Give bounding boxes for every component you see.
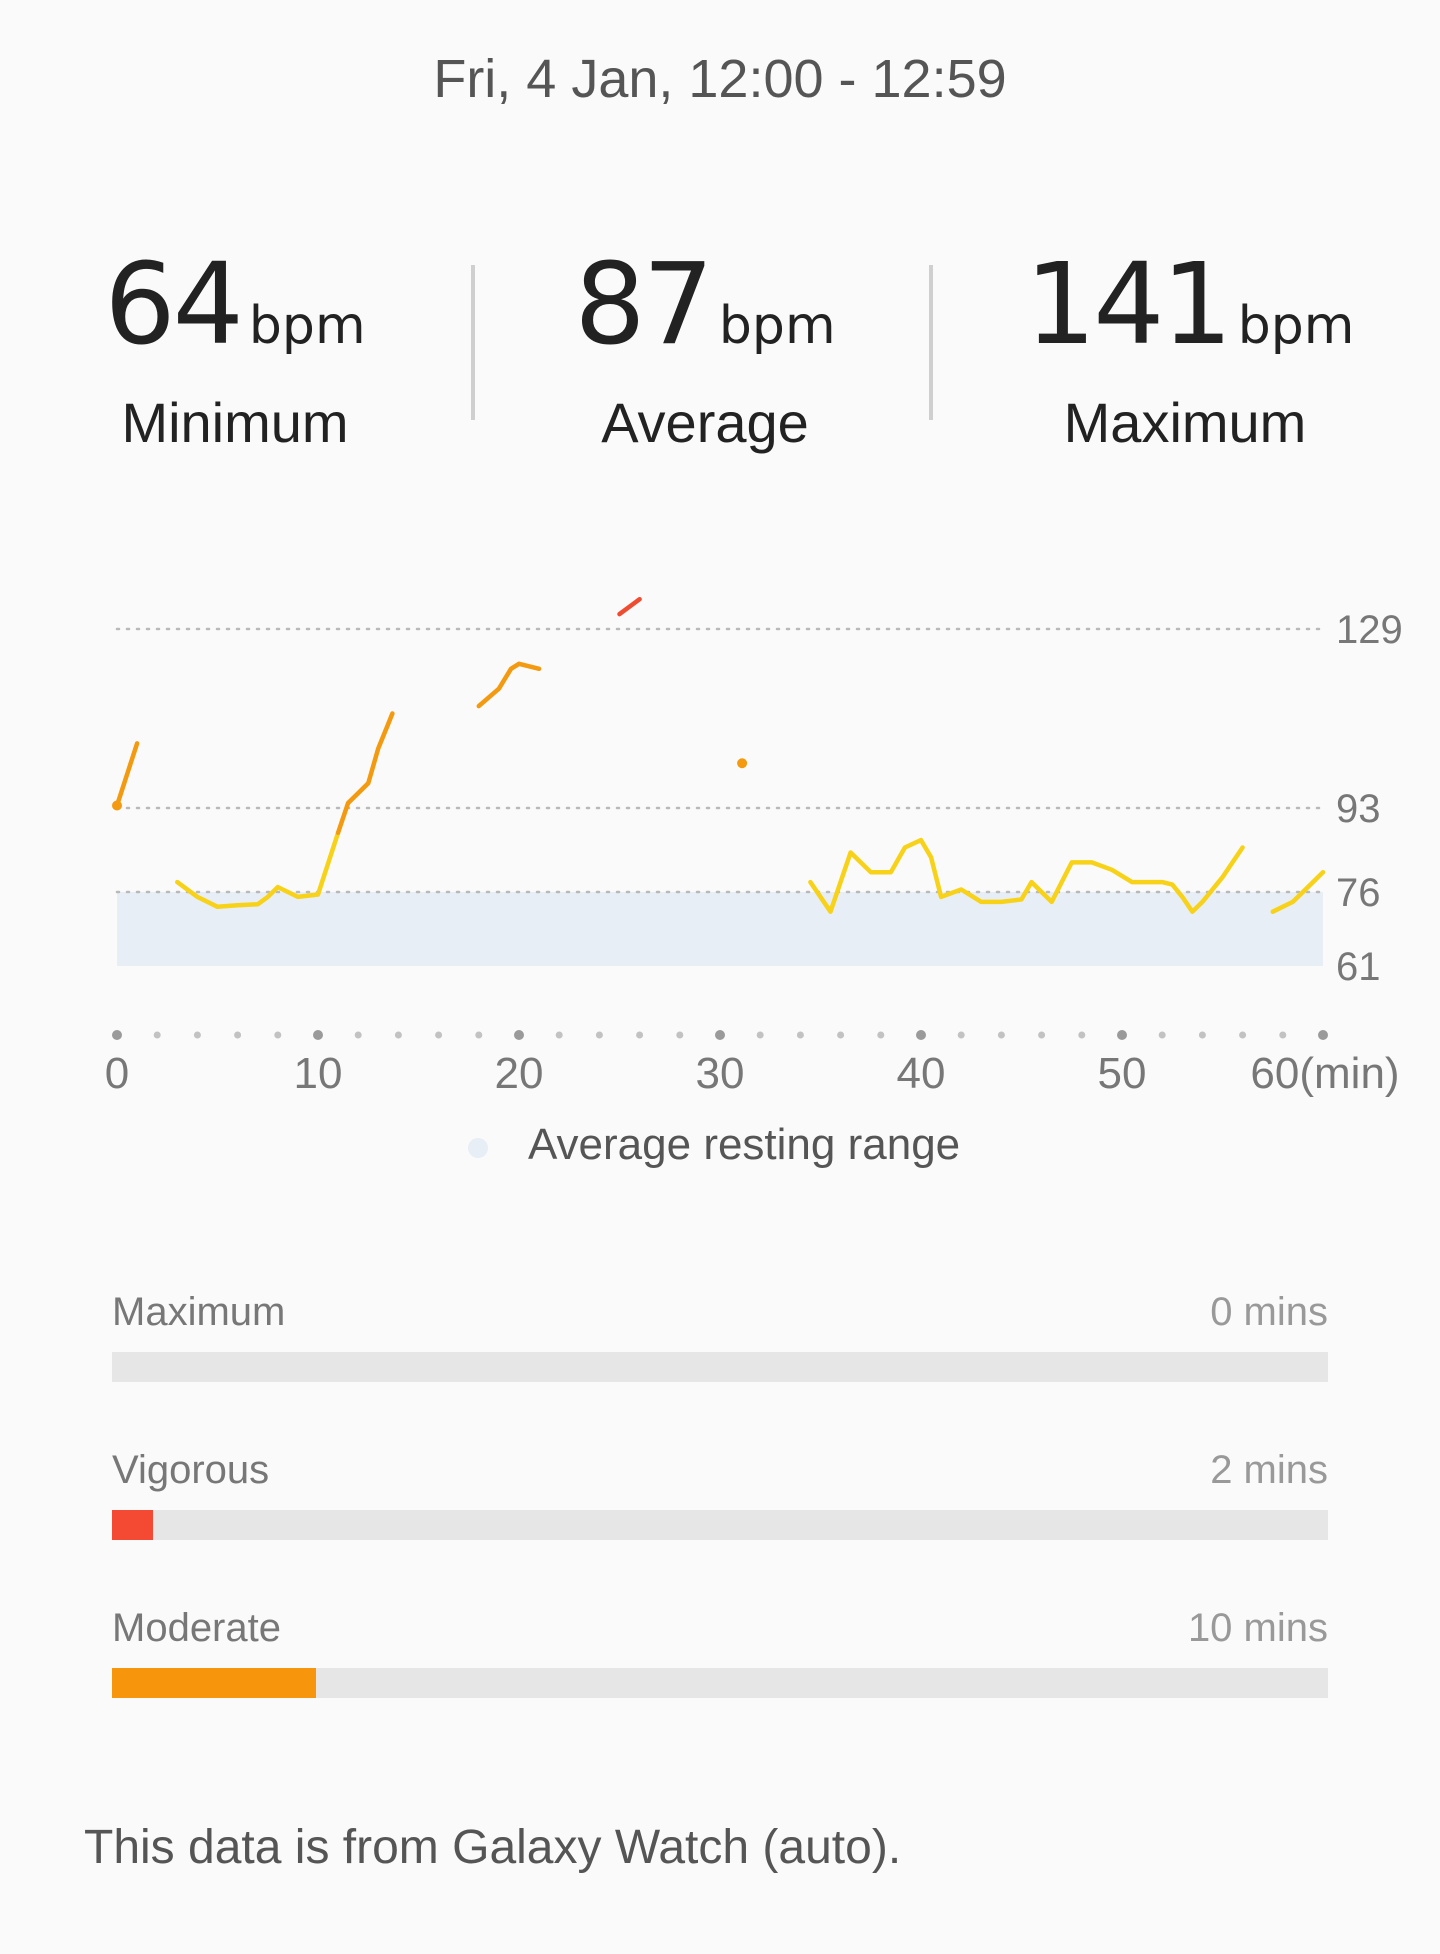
stat-divider: [471, 265, 475, 420]
x-axis-dot: [595, 1031, 603, 1039]
zone-moderate: Moderate 10 mins: [112, 1606, 1328, 1764]
stat-minimum-label: Minimum: [121, 391, 349, 454]
x-axis-dot: [234, 1031, 242, 1039]
x-tick-label: 0: [105, 1049, 129, 1098]
zone-duration: 0 mins: [1210, 1290, 1328, 1334]
x-axis-dot: [837, 1031, 845, 1039]
stat-average-label: Average: [601, 391, 809, 454]
y-tick-label: 129: [1336, 608, 1403, 652]
zone-duration: 2 mins: [1210, 1448, 1328, 1492]
x-axis-dot: [1117, 1030, 1127, 1040]
y-tick-label: 76: [1336, 871, 1381, 915]
stat-average-number: 87: [574, 240, 714, 370]
stat-maximum-unit: bpm: [1237, 296, 1355, 356]
stat-minimum-unit: bpm: [248, 296, 366, 356]
chart-legend: Average resting range: [0, 1120, 1440, 1180]
x-axis-dot: [193, 1031, 201, 1039]
resting-range-band: [117, 892, 1323, 966]
stat-minimum-number: 64: [104, 240, 244, 370]
x-tick-label: 60(min): [1250, 1049, 1399, 1098]
x-axis-dot: [1198, 1031, 1206, 1039]
zone-label: Moderate: [112, 1606, 281, 1650]
x-axis-dot: [514, 1030, 524, 1040]
x-axis-dot: [636, 1031, 644, 1039]
date-range: Fri, 4 Jan, 12:00 - 12:59: [433, 49, 1007, 109]
x-axis-dot: [796, 1031, 804, 1039]
stat-maximum-label: Maximum: [1063, 391, 1307, 454]
heart-rate-line: [1270, 869, 1326, 914]
x-axis-dot: [1078, 1031, 1086, 1039]
resting-range-swatch: [468, 1138, 488, 1158]
zone-label: Maximum: [112, 1290, 286, 1334]
x-tick-label: 20: [495, 1049, 544, 1098]
x-axis-dot: [1239, 1031, 1247, 1039]
x-tick-label: 10: [294, 1049, 343, 1098]
x-axis-dot: [997, 1031, 1005, 1039]
x-axis-dot: [274, 1031, 282, 1039]
zone-progress-fill: [112, 1668, 317, 1698]
x-axis-dot: [435, 1031, 443, 1039]
x-axis-dot: [957, 1031, 965, 1039]
heart-rate-point: [737, 758, 748, 769]
zone-progress-track: [112, 1668, 1328, 1698]
stat-minimum: 64 bpm Minimum: [85, 240, 385, 455]
x-axis-dot: [676, 1031, 684, 1039]
x-axis-dot: [354, 1031, 362, 1039]
heart-rate-line: [476, 661, 542, 709]
legend-label: Average resting range: [528, 1120, 961, 1169]
heart-rate-line: [114, 741, 140, 808]
x-axis-dot: [916, 1030, 926, 1040]
x-tick-label: 30: [696, 1049, 745, 1098]
stat-maximum-number: 141: [1025, 240, 1233, 370]
zone-progress-fill: [112, 1510, 154, 1540]
x-axis-dot: [1279, 1031, 1287, 1039]
x-tick-label: 40: [897, 1049, 946, 1098]
x-tick-label: 50: [1098, 1049, 1147, 1098]
stat-maximum: 141 bpm Maximum: [1025, 240, 1354, 455]
zone-progress-track: [112, 1352, 1328, 1382]
stat-average: 87 bpm Average: [555, 240, 855, 455]
stat-average-unit: bpm: [718, 296, 836, 356]
x-axis-dot: [715, 1030, 725, 1040]
heart-rate-zones: Maximum 0 mins Vigorous 2 mins Moderate …: [112, 1290, 1328, 1764]
x-axis-dot: [1038, 1031, 1046, 1039]
heart-rate-summary: 64 bpm Minimum 87 bpm Average 141 bpm Maxim…: [0, 240, 1440, 470]
heart-rate-line: [617, 596, 642, 617]
zone-duration: 10 mins: [1187, 1606, 1328, 1650]
stat-maximum-value: 141 bpm: [1025, 240, 1354, 370]
x-axis-dot: [313, 1030, 323, 1040]
heart-rate-line: [175, 830, 341, 910]
x-axis-dot: [153, 1031, 161, 1039]
y-tick-label: 61: [1336, 945, 1381, 989]
x-axis-dot: [394, 1031, 402, 1039]
heart-rate-line: [335, 711, 395, 835]
stat-average-value: 87 bpm: [555, 240, 855, 370]
x-axis-dot: [475, 1031, 483, 1039]
heart-rate-point: [112, 800, 122, 811]
x-axis-dot: [1158, 1031, 1166, 1039]
heart-rate-line: [808, 837, 1245, 914]
heart-rate-chart: 129 93 76 61 0 10 20 30 40 50 60(min): [105, 596, 1403, 1098]
y-tick-label: 93: [1336, 787, 1381, 831]
data-source-note: This data is from Galaxy Watch (auto).: [84, 1821, 902, 1874]
stat-divider: [929, 265, 933, 420]
x-axis-dot: [877, 1031, 885, 1039]
x-axis-dot: [112, 1030, 122, 1040]
zone-maximum: Maximum 0 mins: [112, 1290, 1328, 1448]
x-axis-dot: [555, 1031, 563, 1039]
zone-progress-track: [112, 1510, 1328, 1540]
x-axis-dot: [1318, 1030, 1328, 1040]
x-axis-dot: [756, 1031, 764, 1039]
zone-vigorous: Vigorous 2 mins: [112, 1448, 1328, 1606]
stat-minimum-value: 64 bpm: [85, 240, 385, 370]
zone-label: Vigorous: [112, 1448, 270, 1492]
